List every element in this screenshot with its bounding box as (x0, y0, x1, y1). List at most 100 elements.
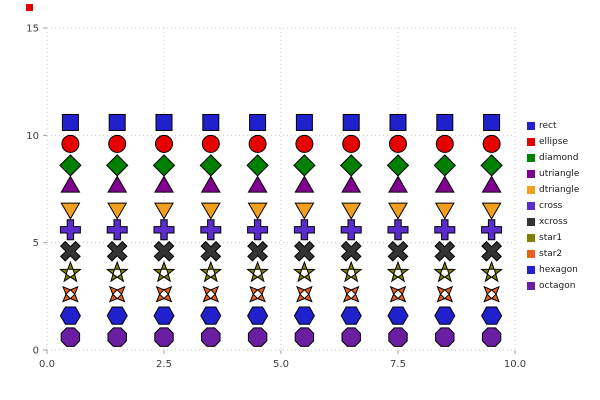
marker-ellipse (482, 134, 501, 153)
marker-cross (247, 219, 269, 241)
legend-label: hexagon (539, 265, 578, 275)
marker-rect (389, 113, 407, 131)
marker-hexagon (200, 306, 222, 325)
marker-star2 (202, 285, 220, 303)
marker-cross (293, 219, 315, 241)
legend-swatch-icon (527, 266, 535, 274)
marker-dtriangle (388, 202, 408, 220)
marker-utriangle (60, 175, 81, 193)
marker-star2 (389, 285, 407, 303)
legend-swatch-icon (527, 250, 535, 258)
marker-diamond (246, 154, 269, 177)
marker-octagon (341, 327, 361, 347)
marker-star2 (155, 285, 173, 303)
marker-star2 (249, 285, 266, 303)
marker-cross (59, 219, 81, 241)
marker-dtriangle (60, 202, 81, 220)
legend: rect ellipse diamond utriangle dtriangle cros… (527, 120, 579, 292)
marker-star1 (59, 260, 82, 283)
marker-utriangle (107, 175, 128, 193)
marker-cross (200, 219, 222, 241)
legend-label: rect (539, 121, 557, 131)
x-tick-label: 2.5 (156, 359, 172, 370)
legend-label: star2 (539, 249, 563, 259)
legend-item-xcross: xcross (527, 216, 579, 228)
marker-octagon (201, 327, 221, 347)
marker-rect (483, 113, 501, 131)
marker-cross (106, 219, 128, 241)
marker-ellipse (61, 134, 80, 153)
marker-hexagon (340, 306, 362, 325)
marker-utriangle (294, 175, 315, 193)
marker-hexagon (153, 306, 175, 325)
marker-star1 (433, 260, 457, 283)
marker-star1 (293, 260, 316, 283)
marker-star1 (386, 260, 410, 283)
marker-hexagon (293, 306, 315, 325)
marker-ellipse (295, 134, 314, 153)
legend-item-cross: cross (527, 200, 579, 212)
marker-rect (202, 113, 220, 131)
marker-rect (342, 113, 360, 131)
marker-hexagon (434, 306, 456, 325)
marker-octagon (247, 327, 268, 347)
legend-label: octagon (539, 281, 576, 291)
marker-ellipse (155, 134, 173, 153)
marker-star2 (62, 285, 79, 303)
marker-hexagon (387, 306, 409, 325)
marker-dtriangle (107, 202, 128, 220)
x-tick-label: 7.5 (390, 359, 406, 370)
marker-utriangle (434, 175, 455, 193)
legend-item-ellipse: ellipse (527, 136, 579, 148)
marker-cross (340, 219, 362, 241)
marker-diamond (105, 154, 129, 177)
marker-ellipse (201, 134, 220, 153)
marker-hexagon (59, 306, 81, 325)
marker-utriangle (341, 175, 362, 193)
marker-ellipse (342, 134, 361, 153)
marker-rect (108, 113, 126, 131)
marker-dtriangle (247, 202, 268, 220)
marker-hexagon (247, 306, 269, 325)
marker-xcross (340, 240, 362, 262)
legend-swatch-icon (527, 138, 535, 146)
legend-item-hexagon: hexagon (527, 264, 579, 276)
marker-star2 (436, 285, 454, 303)
x-tick-label: 10.0 (504, 359, 526, 370)
marker-hexagon (481, 306, 503, 325)
legend-item-utriangle: utriangle (527, 168, 579, 180)
marker-ellipse (389, 134, 407, 153)
legend-label: cross (539, 201, 563, 211)
marker-xcross (106, 240, 128, 262)
marker-utriangle (388, 175, 408, 193)
legend-swatch-icon (527, 122, 535, 130)
marker-dtriangle (294, 202, 315, 220)
marker-star1 (480, 260, 503, 283)
y-tick-label: 15 (26, 24, 39, 35)
legend-swatch-icon (527, 186, 535, 194)
marker-rect (249, 113, 267, 131)
legend-label: dtriangle (539, 185, 580, 195)
legend-item-star1: star1 (527, 232, 579, 244)
marker-star2 (296, 285, 313, 303)
marker-octagon (154, 327, 174, 347)
marker-diamond (293, 154, 316, 177)
marker-xcross (481, 240, 503, 262)
legend-item-rect: rect (527, 120, 579, 132)
marker-star2 (483, 285, 500, 303)
marker-octagon (60, 327, 81, 347)
marker-star2 (342, 285, 360, 303)
marker-cross (153, 219, 175, 241)
marker-xcross (59, 240, 81, 262)
marker-octagon (107, 327, 127, 347)
y-tick-label: 10 (26, 131, 39, 142)
legend-item-dtriangle: dtriangle (527, 184, 579, 196)
legend-swatch-icon (527, 234, 535, 242)
marker-utriangle (154, 175, 174, 193)
marker-utriangle (247, 175, 268, 193)
x-tick-label: 0.0 (39, 359, 55, 370)
marker-diamond (433, 154, 457, 177)
marker-diamond (152, 154, 176, 177)
